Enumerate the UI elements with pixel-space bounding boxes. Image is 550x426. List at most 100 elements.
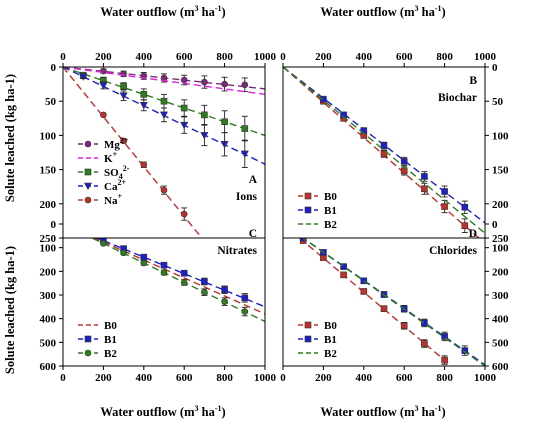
y-tick-label: 100: [492, 243, 509, 255]
x-tick-label: 400: [356, 51, 373, 63]
fit-line-c-1: [95, 238, 265, 308]
x-tick-label: 1000: [254, 51, 277, 63]
data-point: [221, 118, 228, 126]
data-point: [340, 271, 347, 279]
bottom-x-axis-title-right: Water outflow (m3 ha-1): [320, 404, 445, 419]
legend-item: Mg2+: [78, 136, 129, 151]
data-point: [200, 132, 209, 140]
x-tick-label: 400: [136, 372, 153, 384]
panel-d: 0 200 400 600 800 1000 0 100 200 300 400 500 600 D Chl…: [280, 219, 509, 384]
top-x-axis-title-right: Water outflow (m3 ha-1): [320, 4, 445, 19]
legend-item: B0: [298, 191, 337, 203]
x-tick-label: 400: [356, 372, 373, 384]
x-tick-label: 800: [216, 372, 233, 384]
legend-item: B0: [78, 320, 117, 332]
x-tick-label: 600: [176, 51, 193, 63]
data-point: [320, 95, 327, 103]
data-point: [100, 111, 107, 119]
y-tick-label: 200: [492, 199, 509, 211]
y-tick-label: 200: [40, 199, 57, 211]
legend-item: K+: [78, 150, 118, 165]
y-axis-title-top: Solute leached (kg ha-1): [3, 74, 17, 202]
data-point: [99, 82, 108, 90]
legend-marker: [84, 196, 92, 204]
data-point: [160, 97, 168, 105]
y-tick-label: 600: [492, 361, 509, 373]
legend-label: B0: [104, 320, 117, 332]
x-tick-label: 200: [95, 372, 112, 384]
y-tick-label: 500: [40, 337, 57, 349]
x-tick-label: 0: [280, 51, 286, 63]
y-tick-label: 400: [492, 314, 509, 326]
panel-title: Biochar: [438, 92, 477, 104]
legend-label: B1: [324, 205, 337, 217]
data-point: [100, 67, 107, 75]
y-tick-label: 150: [492, 165, 509, 177]
legend-a: Mg2+K+SO42-Ca2+Na+: [78, 136, 130, 207]
data-point: [201, 111, 208, 119]
chart-panels: 0 200 400 600 800 1000050100150200250AIonsMg2…: [40, 51, 510, 384]
legend-marker: [84, 140, 92, 148]
x-tick-label: 600: [176, 372, 193, 384]
fit-line-a-1: [63, 67, 265, 96]
data-point: [380, 150, 388, 158]
legend-item: Na+: [78, 192, 122, 207]
y-tick-label: 150: [40, 165, 57, 177]
y-tick-label: 100: [40, 130, 57, 142]
x-tick-label: 1000: [474, 372, 497, 384]
y-tick-label: 0: [51, 219, 57, 231]
y-tick-label: 300: [40, 290, 57, 302]
data-point: [159, 111, 169, 120]
legend-marker: [304, 206, 312, 214]
data-point: [221, 80, 228, 88]
data-point: [140, 91, 148, 98]
y-tick-label: 300: [492, 290, 509, 302]
x-tick-label: 400: [136, 51, 153, 63]
data-point: [441, 203, 448, 210]
panel-title: Nitrates: [217, 245, 257, 257]
legend-label: B0: [324, 191, 337, 203]
legend-d: B0 B1 B2: [298, 320, 337, 360]
data-point: [79, 73, 88, 81]
data-point: [160, 269, 168, 276]
data-point: [160, 261, 168, 269]
legend-label: B0: [324, 320, 337, 332]
plot-area-c: [63, 238, 265, 366]
legend-label: SO42-: [104, 164, 130, 181]
data-point: [360, 277, 368, 285]
data-point: [441, 333, 448, 340]
top-x-axis-title-left: Water outflow (m3 ha-1): [100, 4, 225, 19]
data-point: [180, 269, 188, 277]
data-point: [340, 263, 347, 270]
x-tick-label: 800: [436, 51, 453, 63]
y-tick-label: 0: [492, 62, 498, 74]
y-tick-label: 200: [492, 266, 509, 278]
data-point: [180, 279, 188, 286]
legend-item: B1: [298, 334, 337, 346]
x-tick-label: 0: [60, 372, 66, 384]
data-point: [139, 102, 148, 110]
fit-line-d-2: [301, 238, 485, 366]
y-tick-label: 0: [51, 62, 57, 74]
data-point: [240, 150, 249, 159]
legend-b: B0 B1 B2: [298, 191, 337, 231]
data-point: [180, 121, 189, 130]
x-tick-label: 1000: [254, 372, 277, 384]
y-tick-label: 500: [492, 337, 509, 349]
data-point: [380, 305, 388, 313]
data-point: [201, 288, 208, 296]
legend-label: K+: [104, 150, 118, 165]
data-point: [421, 185, 428, 193]
y-tick-label: 250: [492, 233, 509, 245]
data-point: [140, 253, 148, 261]
data-point: [120, 70, 127, 78]
fit-line-c-0: [92, 238, 265, 315]
y-tick-label: 100: [492, 130, 509, 142]
panel-frame: [282, 237, 486, 367]
y-tick-label: 50: [492, 96, 504, 108]
x-tick-label: 200: [95, 51, 112, 63]
panel-b: 0 200 400 600 800 1000050100150200250BBiochar…: [280, 51, 509, 245]
data-point: [400, 322, 408, 330]
data-point: [380, 142, 388, 149]
